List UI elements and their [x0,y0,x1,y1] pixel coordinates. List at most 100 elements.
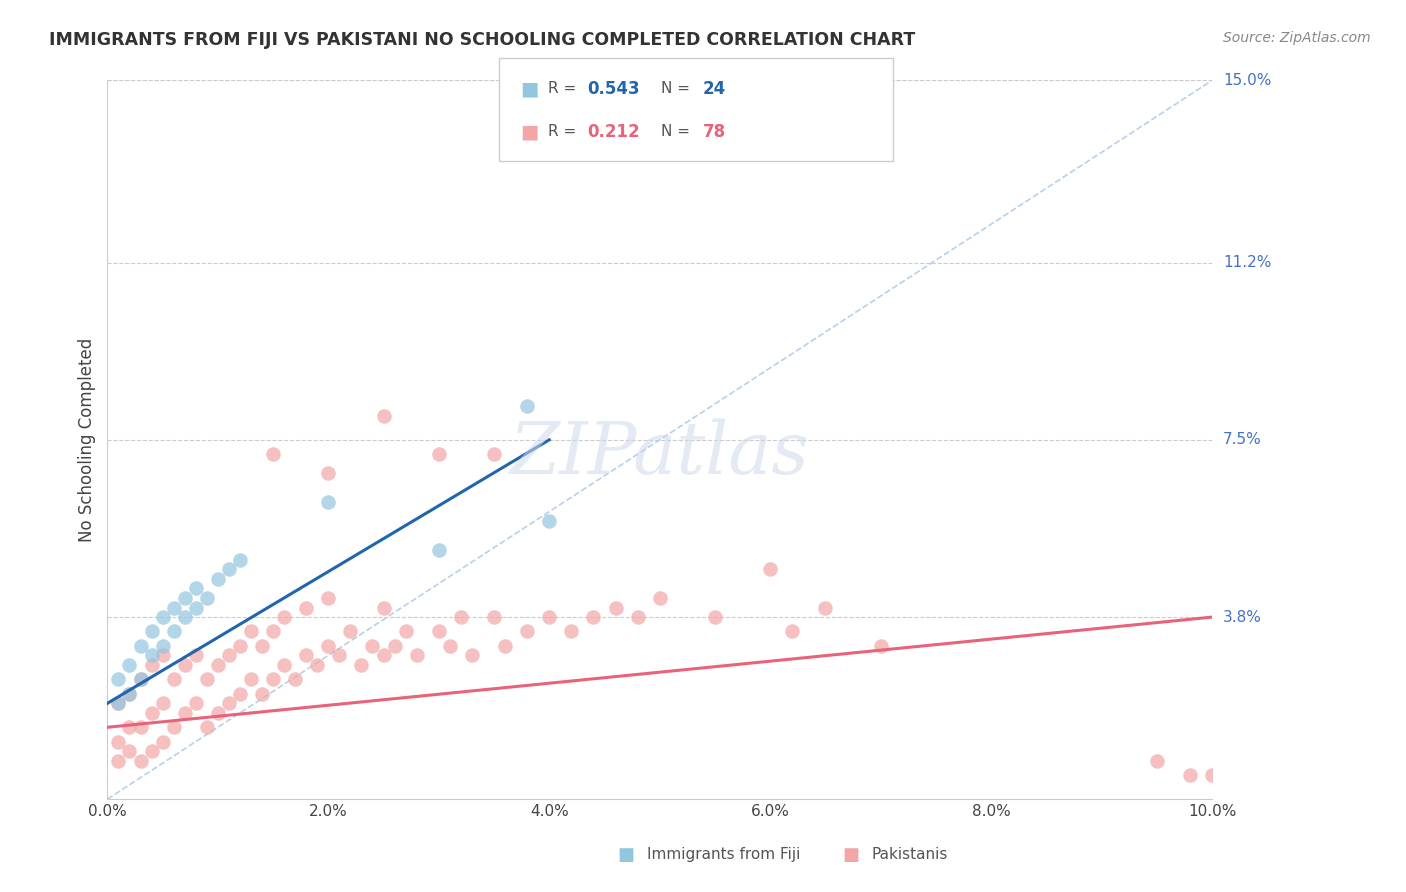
Point [780,624,803,639]
Point [129,754,152,768]
Point [152,648,174,663]
Point [273,610,295,624]
Point [240,624,263,639]
Point [295,600,318,615]
Point [129,639,152,653]
Point [262,673,284,687]
Point [1201,768,1223,782]
Y-axis label: No Schooling Completed: No Schooling Completed [79,338,96,542]
Point [250,639,273,653]
Point [184,600,207,615]
Point [152,639,174,653]
Point [494,639,516,653]
Text: 24: 24 [703,79,727,97]
Text: ■: ■ [520,122,538,141]
Point [560,624,582,639]
Point [427,543,450,558]
Point [229,552,252,566]
Point [1178,768,1201,782]
Text: Immigrants from Fiji: Immigrants from Fiji [647,847,800,862]
Point [516,624,538,639]
Point [141,658,163,673]
Point [141,706,163,720]
Point [626,610,648,624]
Text: IMMIGRANTS FROM FIJI VS PAKISTANI NO SCHOOLING COMPLETED CORRELATION CHART: IMMIGRANTS FROM FIJI VS PAKISTANI NO SCH… [49,31,915,49]
Point [118,744,141,758]
Point [262,447,284,461]
Text: Source: ZipAtlas.com: Source: ZipAtlas.com [1223,31,1371,45]
Point [163,600,186,615]
Point [405,648,427,663]
Point [450,610,472,624]
Text: ■: ■ [617,846,634,863]
Point [195,720,218,734]
Point [152,734,174,748]
Point [284,673,307,687]
Point [538,610,561,624]
Text: ■: ■ [842,846,859,863]
Point [152,696,174,710]
Point [107,734,129,748]
Point [350,658,373,673]
Point [1146,754,1168,768]
Point [107,696,129,710]
Text: 3.8%: 3.8% [1223,609,1263,624]
Text: R =: R = [548,81,576,96]
Point [373,600,395,615]
Point [648,591,671,605]
Point [163,720,186,734]
Point [361,639,384,653]
Point [107,754,129,768]
Point [295,648,318,663]
Text: ZIPatlas: ZIPatlas [510,419,810,490]
Point [118,687,141,701]
Point [129,673,152,687]
Point [339,624,361,639]
Point [141,744,163,758]
Point [582,610,605,624]
Text: 78: 78 [703,123,725,141]
Point [328,648,350,663]
Point [373,648,395,663]
Point [207,572,229,586]
Point [703,610,725,624]
Point [218,562,240,576]
Point [482,447,505,461]
Point [118,658,141,673]
Point [229,639,252,653]
Point [373,409,395,423]
Point [118,687,141,701]
Point [605,600,627,615]
Point [207,706,229,720]
Text: ■: ■ [520,79,538,98]
Point [118,720,141,734]
Point [173,591,195,605]
Point [482,610,505,624]
Point [427,447,450,461]
Point [759,562,782,576]
Point [173,658,195,673]
Point [163,673,186,687]
Point [184,696,207,710]
Text: N =: N = [661,124,690,139]
Text: N =: N = [661,81,690,96]
Text: Pakistanis: Pakistanis [872,847,948,862]
Point [461,648,484,663]
Point [318,467,340,481]
Point [173,706,195,720]
Point [129,720,152,734]
Text: 15.0%: 15.0% [1223,73,1271,88]
Point [218,696,240,710]
Point [307,658,329,673]
Point [141,624,163,639]
Point [250,687,273,701]
Text: 7.5%: 7.5% [1223,433,1261,447]
Point [207,658,229,673]
Point [394,624,416,639]
Point [218,648,240,663]
Point [195,673,218,687]
Point [152,610,174,624]
Text: 11.2%: 11.2% [1223,255,1271,270]
Point [240,673,263,687]
Point [129,673,152,687]
